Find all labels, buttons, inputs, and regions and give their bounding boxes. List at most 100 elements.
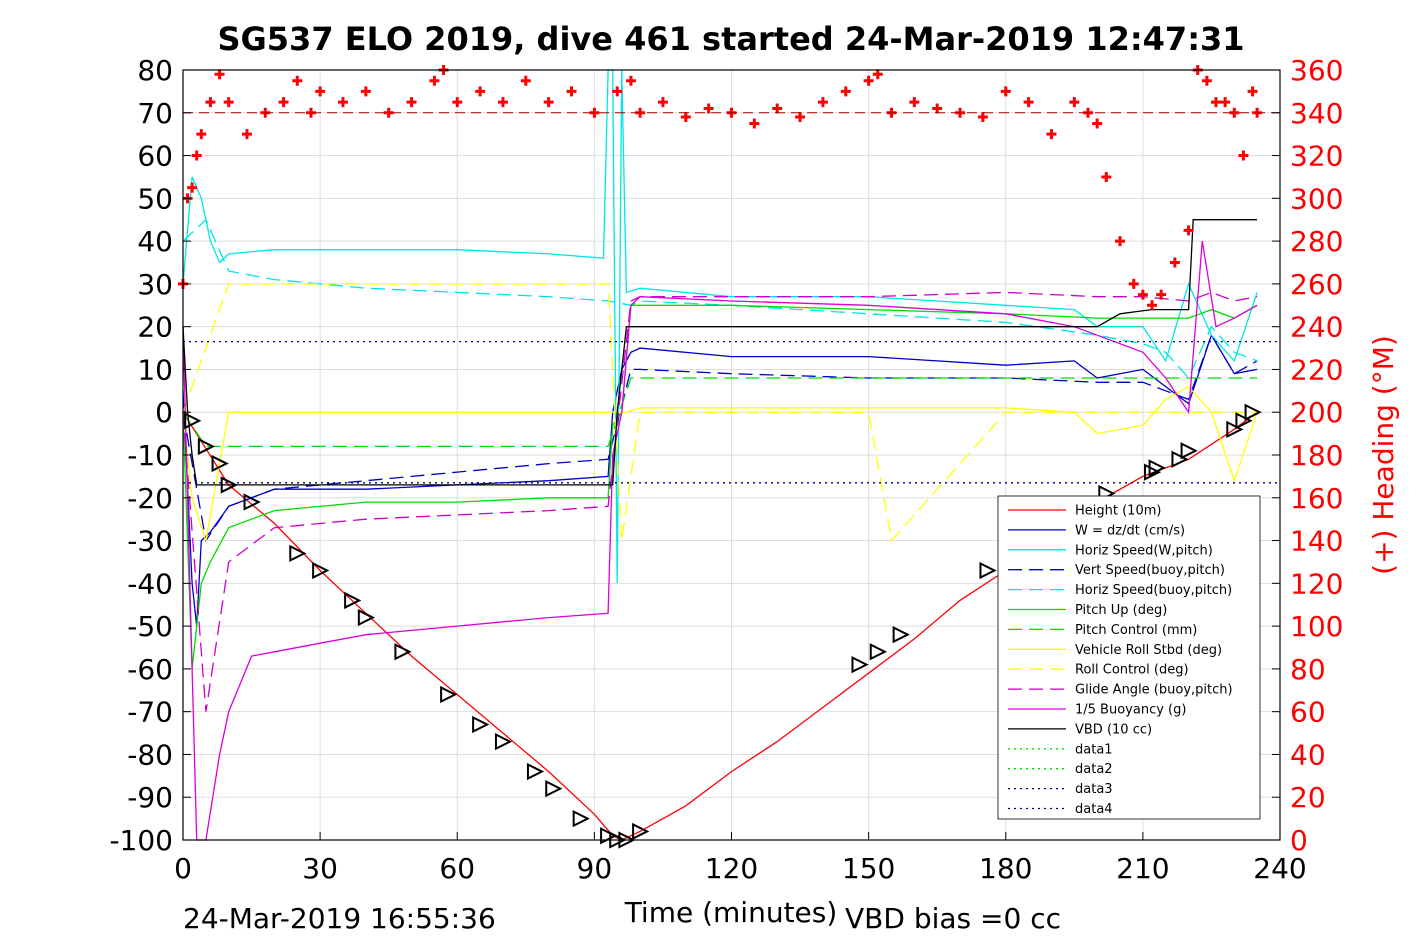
- heading-point: [1023, 97, 1034, 108]
- heading-point: [315, 86, 326, 97]
- depth-marker: [197, 437, 216, 456]
- legend-label: 1/5 Buoyancy (g): [1075, 703, 1186, 718]
- y-right-tick-label: 120: [1290, 567, 1343, 600]
- y-left-tick-label: 80: [137, 54, 173, 87]
- y-right-axis-ticks: 3603403203002802602402202001801601401201…: [1272, 54, 1343, 857]
- y-right-tick-label: 40: [1290, 738, 1326, 771]
- y-right-tick-label: 160: [1290, 482, 1343, 515]
- heading-point: [187, 182, 198, 193]
- heading-point: [1169, 257, 1180, 268]
- depth-marker: [1226, 420, 1244, 438]
- y-right-tick-label: 280: [1290, 225, 1343, 258]
- heading-point: [1211, 97, 1222, 108]
- y-right-tick-label: 140: [1290, 525, 1343, 558]
- heading-point: [196, 129, 207, 140]
- series-line-2: [182, 69, 1258, 584]
- heading-point: [1101, 171, 1112, 182]
- depth-marker: [851, 655, 869, 674]
- y-right-tick-label: 220: [1290, 353, 1343, 386]
- legend-label: Horiz Speed(buoy,pitch): [1075, 583, 1232, 598]
- y-left-tick-label: -30: [127, 525, 173, 558]
- heading-point: [817, 97, 828, 108]
- heading-point: [1069, 97, 1080, 108]
- legend: Height (10m) W = dz/dt (cm/s) Horiz Speed(…: [997, 495, 1261, 820]
- x-axis-label: Time (minutes): [624, 896, 838, 929]
- y-right-tick-label: 360: [1290, 54, 1343, 87]
- y-left-tick-label: -40: [127, 567, 173, 600]
- heading-point: [932, 103, 943, 114]
- y-right-tick-label: 200: [1290, 396, 1343, 429]
- y-left-tick-label: -50: [127, 610, 173, 643]
- series-line-6: [182, 377, 1258, 448]
- heading-point: [909, 97, 920, 108]
- heading-point: [625, 75, 636, 86]
- heading-point: [292, 75, 303, 86]
- legend-label: Roll Control (deg): [1075, 663, 1189, 678]
- legend-label: Glide Angle (buoy,pitch): [1075, 683, 1233, 698]
- depth-marker: [312, 561, 330, 580]
- heading-point: [977, 112, 988, 123]
- heading-point: [497, 97, 508, 108]
- y-right-tick-label: 80: [1290, 653, 1326, 686]
- legend-label: VBD (10 cc): [1075, 722, 1152, 737]
- depth-marker: [869, 643, 888, 661]
- y-left-tick-label: -100: [109, 824, 173, 857]
- y-left-tick-label: 50: [137, 182, 173, 215]
- y-right-tick-label: 20: [1290, 781, 1326, 814]
- depth-marker: [526, 762, 545, 781]
- y-left-tick-label: 70: [137, 97, 173, 130]
- y-right-tick-label: 100: [1290, 610, 1343, 643]
- y-left-tick-label: -90: [127, 781, 173, 814]
- depth-marker: [572, 809, 590, 828]
- heading-point: [1156, 289, 1167, 300]
- depth-marker: [979, 561, 997, 580]
- legend-label: data1: [1075, 742, 1113, 757]
- legend-label: data4: [1075, 802, 1113, 817]
- y-right-tick-label: 300: [1290, 182, 1343, 215]
- legend-label: Pitch Control (mm): [1075, 623, 1197, 638]
- heading-point: [612, 86, 623, 97]
- x-tick-label: 210: [1116, 852, 1169, 885]
- depth-marker: [494, 732, 513, 751]
- heading-point: [795, 112, 806, 123]
- x-tick-label: 60: [439, 852, 475, 885]
- heading-point: [223, 97, 234, 108]
- y-left-tick-label: 20: [137, 311, 173, 344]
- heading-point: [657, 97, 668, 108]
- heading-point: [1183, 225, 1194, 236]
- depth-marker: [1244, 403, 1262, 421]
- depth-marker: [220, 476, 238, 494]
- heading-point: [406, 97, 417, 108]
- x-tick-label: 30: [302, 852, 338, 885]
- x-tick-label: 150: [842, 852, 895, 885]
- heading-point: [840, 86, 851, 97]
- start-time-label: 24-Mar-2019 16:55:36: [183, 902, 496, 935]
- x-tick-label: 0: [174, 852, 192, 885]
- depth-marker: [243, 493, 261, 511]
- legend-label: Vert Speed(buoy,pitch): [1075, 563, 1225, 578]
- y-right-tick-label: 60: [1290, 696, 1326, 729]
- x-tick-label: 180: [979, 852, 1032, 885]
- heading-point: [337, 97, 348, 108]
- y-left-tick-label: 30: [137, 268, 173, 301]
- heading-point: [566, 86, 577, 97]
- y-right-tick-label: 180: [1290, 439, 1343, 472]
- heading-layer: [178, 65, 1280, 311]
- heading-point: [360, 86, 371, 97]
- x-tick-label: 240: [1253, 852, 1306, 885]
- heading-point: [205, 97, 216, 108]
- y-left-tick-label: 60: [137, 140, 173, 173]
- series-line-3: [182, 333, 1258, 543]
- y-right-axis-label: (+) Heading (°M): [1367, 335, 1400, 575]
- heading-point: [520, 75, 531, 86]
- heading-point: [703, 103, 714, 114]
- heading-point: [749, 118, 760, 129]
- depth-marker: [211, 454, 229, 473]
- depth-marker: [344, 591, 362, 610]
- depth-marker: [600, 827, 618, 845]
- heading-point: [1147, 300, 1158, 311]
- legend-label: Vehicle Roll Stbd (deg): [1075, 643, 1222, 658]
- heading-point: [863, 75, 874, 86]
- depth-marker: [472, 715, 490, 734]
- y-right-tick-label: 260: [1290, 268, 1343, 301]
